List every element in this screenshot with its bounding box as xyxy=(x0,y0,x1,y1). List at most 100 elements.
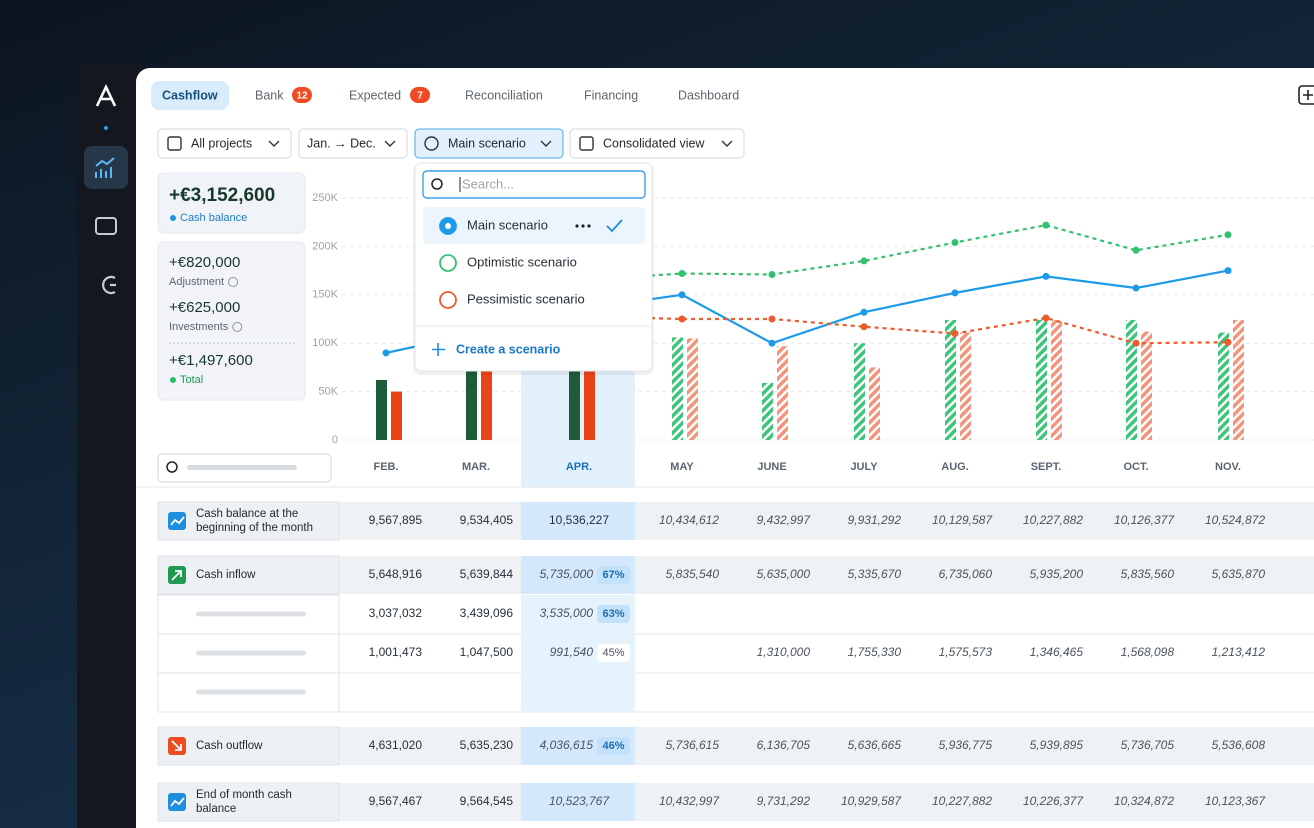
bar xyxy=(777,346,788,440)
line-point xyxy=(768,270,776,278)
pct-badge-text: 45% xyxy=(602,647,624,659)
x-tick-label: MAY xyxy=(670,461,694,473)
line-point xyxy=(1132,339,1140,347)
cell-value: 10,123,367 xyxy=(1205,794,1266,808)
row-label: Cash outflow xyxy=(196,740,263,752)
line-point xyxy=(678,315,686,323)
y-tick-label: 100K xyxy=(312,337,338,349)
cell-value: 10,227,882 xyxy=(1023,513,1083,527)
row-label: End of month cash balance xyxy=(196,789,292,815)
x-tick-label: AUG. xyxy=(941,461,969,473)
cell-value: 991,540 xyxy=(550,645,594,659)
y-tick-label: 200K xyxy=(312,240,338,252)
option-active[interactable] xyxy=(423,207,645,244)
cell-value: 1,001,473 xyxy=(369,645,423,659)
cell-value: 1,755,330 xyxy=(848,645,902,659)
bar xyxy=(391,391,402,440)
bar xyxy=(481,343,492,440)
cell-value: 9,564,545 xyxy=(460,794,514,808)
line-point xyxy=(382,349,390,357)
x-tick-label: JUNE xyxy=(757,461,786,473)
nav-cashflow[interactable] xyxy=(84,146,128,189)
bar xyxy=(687,338,698,440)
nav-magnet[interactable] xyxy=(102,275,116,295)
bar xyxy=(1051,319,1062,440)
cell-value: 5,736,615 xyxy=(666,738,720,752)
row-icon-glyph xyxy=(170,797,185,807)
cell-value: 9,567,895 xyxy=(369,513,423,527)
x-tick-label: APR. xyxy=(566,461,592,473)
filter[interactable] xyxy=(414,128,564,159)
y-tick-label: 0 xyxy=(332,434,338,446)
info-icon xyxy=(228,277,239,287)
option-label: Optimistic scenario xyxy=(467,254,577,269)
line-point xyxy=(860,308,868,316)
cell-value: 1,213,412 xyxy=(1212,645,1266,659)
tab-active[interactable] xyxy=(151,81,229,110)
filter-icon xyxy=(167,136,182,151)
cell-value: 10,536,227 xyxy=(549,513,609,527)
filter[interactable] xyxy=(569,128,745,159)
pct-badge xyxy=(597,737,630,755)
cell-value: 3,037,032 xyxy=(369,606,423,620)
cell-value: 5,648,916 xyxy=(369,567,423,581)
cell-value: 5,736,705 xyxy=(1121,738,1175,752)
radio-dot xyxy=(445,223,451,229)
cell-value: 9,731,292 xyxy=(757,794,811,808)
search-icon xyxy=(166,461,178,473)
cell-value: 1,568,098 xyxy=(1121,645,1175,659)
logo xyxy=(95,83,117,107)
row-label-cell xyxy=(157,782,340,822)
kpi-value: +€625,000 xyxy=(169,299,240,316)
row-highlight xyxy=(521,673,635,712)
cell-value: 10,523,767 xyxy=(549,794,610,808)
filter[interactable] xyxy=(298,128,408,159)
search-icon xyxy=(431,178,443,190)
main-panel xyxy=(136,68,1314,828)
cell-value: 6,735,060 xyxy=(939,567,993,581)
filter[interactable] xyxy=(157,128,292,159)
cell-value: 10,226,377 xyxy=(1023,794,1084,808)
row-highlight xyxy=(521,502,635,540)
line-point xyxy=(951,289,959,297)
cell-value: 10,227,882 xyxy=(932,794,992,808)
row-label-placeholder xyxy=(196,689,306,695)
tab-label: Cashflow xyxy=(162,88,218,102)
cell-value: 3,535,000 xyxy=(540,606,594,620)
tab-label: Financing xyxy=(584,88,638,102)
nav-icon xyxy=(95,157,115,178)
scenario-line xyxy=(578,314,1229,345)
tab-badge xyxy=(292,87,312,103)
cell-value: 5,635,230 xyxy=(460,738,514,752)
line-point xyxy=(1042,272,1050,280)
row-icon-glyph xyxy=(171,570,182,581)
kpi-label: Cash balance xyxy=(180,212,247,224)
dropdown-search[interactable] xyxy=(422,170,646,199)
row-band xyxy=(158,783,1314,821)
line-point xyxy=(860,257,868,265)
kpi-card xyxy=(157,241,306,401)
row-band xyxy=(158,502,1314,540)
bar xyxy=(762,382,773,440)
line-point xyxy=(1224,338,1232,346)
cell-value: 5,935,200 xyxy=(1030,567,1084,581)
cell-value: 9,931,292 xyxy=(848,513,902,527)
kpi-dot xyxy=(170,215,176,221)
cell-value: 5,939,895 xyxy=(1030,738,1084,752)
add-button[interactable] xyxy=(1298,85,1314,105)
cell-value: 10,126,377 xyxy=(1114,513,1175,527)
row-band xyxy=(158,556,1314,594)
filter-icon xyxy=(424,136,439,151)
chevron xyxy=(540,140,552,147)
x-tick-label: JULY xyxy=(850,461,878,473)
nav-wallet[interactable] xyxy=(95,217,117,235)
cell-value: 5,536,608 xyxy=(1212,738,1266,752)
line-point xyxy=(1132,284,1140,292)
line-point xyxy=(1042,314,1050,322)
x-tick-label: FEB. xyxy=(373,461,398,473)
line-point xyxy=(1224,231,1232,239)
cell-value: 4,631,020 xyxy=(369,738,423,752)
row-label-placeholder xyxy=(196,650,306,656)
cell-value: 6,136,705 xyxy=(757,738,811,752)
